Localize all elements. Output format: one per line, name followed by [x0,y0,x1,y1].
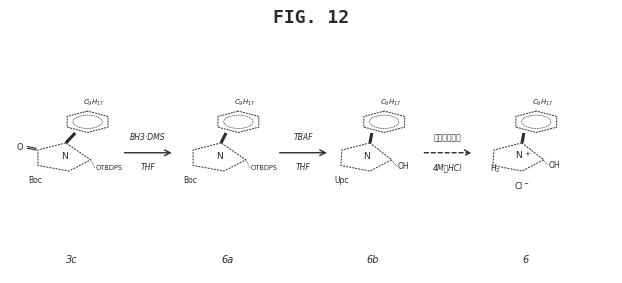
Text: Boc: Boc [183,176,197,185]
Text: FIG. 12: FIG. 12 [273,9,349,27]
Text: THF: THF [296,164,310,172]
Text: +: + [524,151,530,156]
Text: 6a: 6a [221,255,233,265]
Text: Upc: Upc [335,176,350,185]
Text: OH: OH [398,162,409,171]
Text: ジオキサン中: ジオキサン中 [434,133,462,142]
Text: N: N [216,153,223,162]
Text: 3c: 3c [67,255,78,265]
Text: OH: OH [549,161,560,170]
Text: 4MのHCl: 4MのHCl [433,164,463,172]
Text: OTBDPS: OTBDPS [251,165,278,171]
Text: Boc: Boc [28,176,42,185]
Text: THF: THF [141,164,156,172]
Text: 6: 6 [522,255,528,265]
Text: $C_9H_{17}$: $C_9H_{17}$ [234,98,255,108]
Text: $C_9H_{17}$: $C_9H_{17}$ [532,98,553,108]
Text: 6b: 6b [367,255,379,265]
Text: OTBDPS: OTBDPS [96,165,123,171]
Text: $C_9H_{17}$: $C_9H_{17}$ [380,98,401,108]
Text: N: N [516,151,522,160]
Text: BH3·DMS: BH3·DMS [130,133,166,142]
Text: O: O [16,143,22,152]
Text: H$_2$: H$_2$ [490,162,501,175]
Text: Cl$^-$: Cl$^-$ [514,179,530,190]
Text: N: N [61,153,68,162]
Text: $C_9H_{17}$: $C_9H_{17}$ [83,98,104,108]
Text: TBAF: TBAF [294,133,313,142]
Text: N: N [363,153,370,162]
